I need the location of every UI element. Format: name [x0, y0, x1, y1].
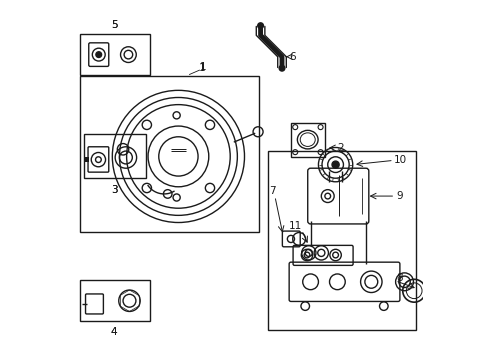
- Circle shape: [257, 23, 263, 28]
- Text: 4: 4: [111, 327, 117, 337]
- Text: 1: 1: [200, 63, 206, 72]
- Circle shape: [96, 52, 102, 58]
- Text: 5: 5: [111, 19, 117, 30]
- Text: 3: 3: [111, 185, 117, 195]
- Text: 11: 11: [288, 221, 301, 231]
- Text: 3: 3: [111, 185, 117, 195]
- FancyArrow shape: [84, 157, 89, 162]
- Text: 7: 7: [268, 186, 275, 196]
- Text: 10: 10: [392, 156, 406, 165]
- Bar: [80, 33, 149, 75]
- Text: 1: 1: [198, 63, 204, 73]
- Text: 5: 5: [111, 19, 117, 30]
- Text: 8: 8: [396, 273, 403, 283]
- Text: 6: 6: [289, 52, 295, 62]
- Circle shape: [279, 65, 285, 71]
- Text: 2: 2: [337, 143, 344, 153]
- Bar: [267, 152, 415, 330]
- Circle shape: [331, 161, 339, 168]
- Bar: [80, 280, 149, 321]
- Text: 4: 4: [111, 327, 117, 337]
- Bar: [290, 123, 324, 157]
- Text: 9: 9: [396, 191, 403, 201]
- Bar: [83, 134, 146, 178]
- Bar: [80, 76, 258, 232]
